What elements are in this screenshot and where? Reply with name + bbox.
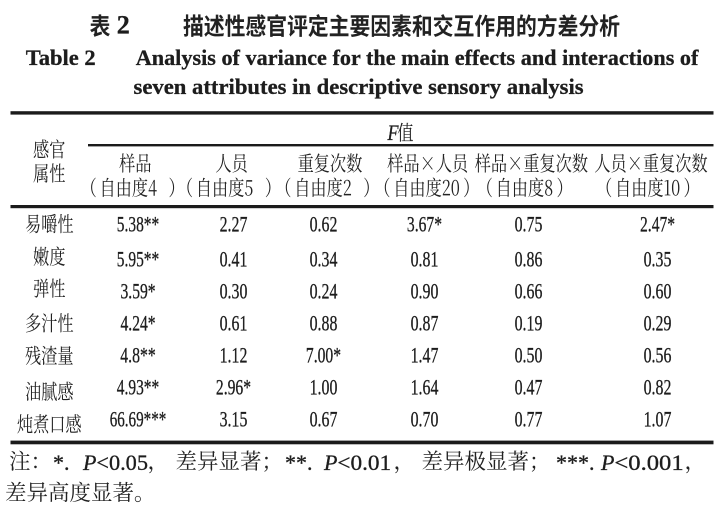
svg-text:0.87: 0.87: [411, 310, 439, 335]
svg-text:0.62: 0.62: [310, 212, 338, 237]
svg-text:4.8**: 4.8**: [120, 342, 156, 367]
svg-text:0.19: 0.19: [515, 310, 543, 335]
svg-text:1.47: 1.47: [411, 342, 439, 367]
svg-text:0.66: 0.66: [515, 279, 543, 304]
svg-text:1.07: 1.07: [644, 406, 672, 431]
svg-text:0.90: 0.90: [411, 279, 439, 304]
svg-text:<0.001: <0.001: [614, 450, 683, 475]
svg-text:0.60: 0.60: [644, 279, 672, 304]
svg-text:2.96*: 2.96*: [216, 375, 251, 400]
svg-text:3.59*: 3.59*: [121, 279, 156, 304]
svg-text:5.95**: 5.95**: [117, 246, 159, 271]
svg-text:5.38**: 5.38**: [117, 212, 159, 237]
svg-text:0.34: 0.34: [310, 246, 338, 271]
svg-text:F: F: [387, 120, 399, 145]
svg-text:7.00*: 7.00*: [306, 342, 341, 367]
svg-text:***.: ***.: [556, 450, 595, 475]
svg-text:<0.01: <0.01: [337, 450, 391, 475]
svg-text:0.41: 0.41: [220, 246, 248, 271]
svg-text:<0.05: <0.05: [96, 450, 148, 475]
svg-text:0.77: 0.77: [515, 406, 543, 431]
svg-text:2: 2: [117, 11, 130, 40]
svg-text:0.70: 0.70: [411, 406, 439, 431]
svg-text:3.67*: 3.67*: [407, 212, 442, 237]
svg-text:**.: **.: [285, 450, 313, 475]
svg-text:*.: *.: [53, 450, 70, 475]
svg-text:1.64: 1.64: [411, 375, 439, 400]
svg-text:2.27: 2.27: [220, 212, 248, 237]
svg-text:4.24*: 4.24*: [121, 310, 156, 335]
svg-text:0.47: 0.47: [515, 375, 543, 400]
svg-text:3.15: 3.15: [220, 406, 248, 431]
svg-text:0.24: 0.24: [310, 279, 338, 304]
svg-text:1.00: 1.00: [310, 375, 338, 400]
svg-text:0.61: 0.61: [220, 310, 248, 335]
svg-text:0.86: 0.86: [515, 246, 543, 271]
svg-text:2.47*: 2.47*: [640, 212, 675, 237]
svg-text:P: P: [600, 450, 614, 475]
svg-text:0.30: 0.30: [220, 279, 248, 304]
svg-text:0.50: 0.50: [515, 342, 543, 367]
svg-text:0.75: 0.75: [515, 212, 543, 237]
svg-text:0.81: 0.81: [411, 246, 439, 271]
svg-text:P: P: [82, 450, 96, 475]
svg-text:0.56: 0.56: [644, 342, 672, 367]
svg-text:Table 2: Table 2: [26, 45, 96, 70]
svg-text:0.82: 0.82: [644, 375, 672, 400]
svg-text:1.12: 1.12: [220, 342, 248, 367]
svg-text:0.35: 0.35: [644, 246, 672, 271]
svg-text:0.67: 0.67: [310, 406, 338, 431]
svg-text:P: P: [323, 450, 337, 475]
svg-text:0.88: 0.88: [310, 310, 338, 335]
svg-text:0.29: 0.29: [644, 310, 672, 335]
svg-text:Analysis of variance for the m: Analysis of variance for the main effect…: [136, 45, 699, 70]
svg-text:4.93**: 4.93**: [117, 375, 159, 400]
svg-text:seven attributes in descriptiv: seven attributes in descriptive sensory …: [134, 74, 584, 99]
svg-text:66.69***: 66.69***: [110, 406, 167, 431]
